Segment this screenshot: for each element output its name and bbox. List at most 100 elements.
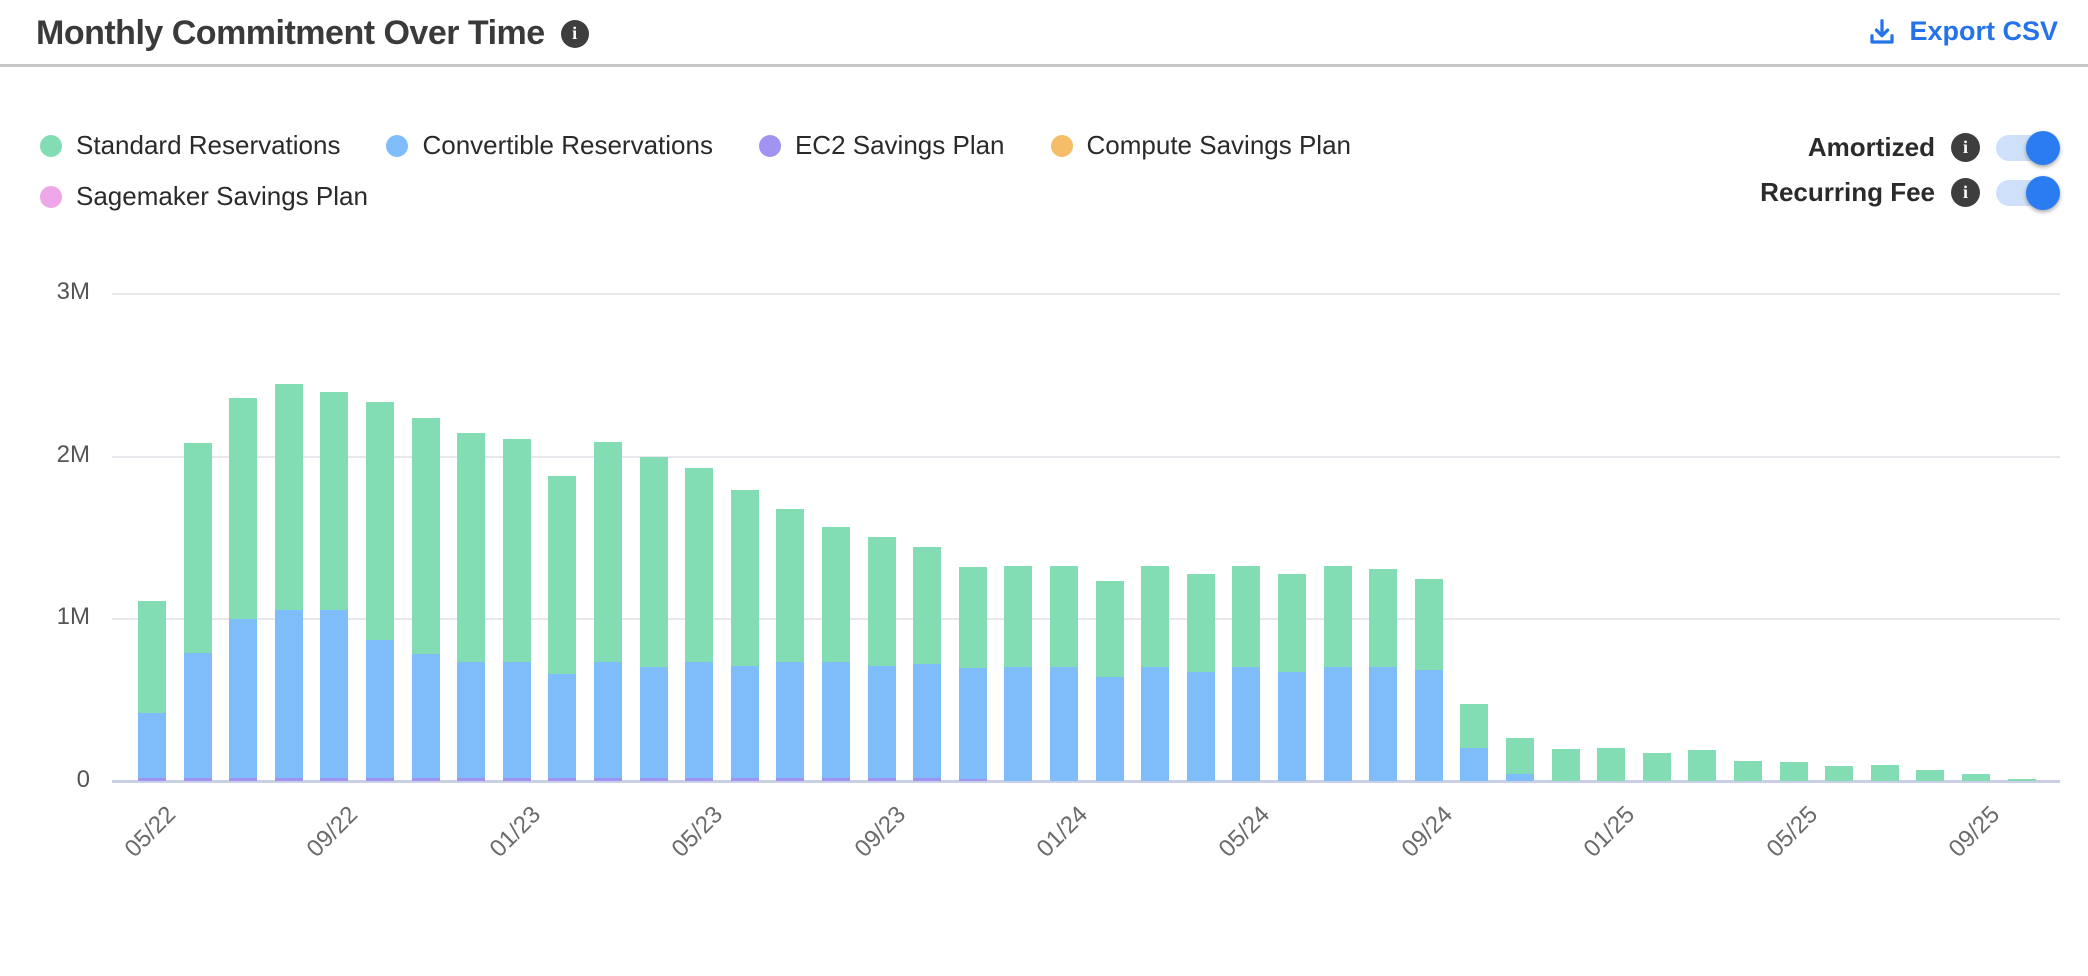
bar-segment-ec2-savings-plan <box>685 778 713 781</box>
bar-segment-standard-reservations <box>959 567 987 668</box>
x-axis-tick-label: 09/23 <box>849 801 912 863</box>
chart-bar-10-24[interactable] <box>1460 0 1488 781</box>
bar-segment-ec2-savings-plan <box>138 778 166 781</box>
legend-label: Compute Savings Plan <box>1086 130 1351 160</box>
x-axis-tick-label: 01/24 <box>1031 801 1094 863</box>
chart-bar-07-23[interactable] <box>776 0 804 781</box>
amortized-label: Amortized <box>1807 132 1935 162</box>
chart-bar-05-24[interactable] <box>1232 0 1260 781</box>
legend-label: Standard Reservations <box>76 130 341 160</box>
chart-bar-07-25[interactable] <box>1871 0 1899 781</box>
toggle-knob <box>2026 130 2060 165</box>
gridline <box>112 456 2060 458</box>
bar-segment-standard-reservations <box>1232 566 1260 667</box>
chart-bar-05-22[interactable] <box>138 0 166 781</box>
legend-label: Sagemaker Savings Plan <box>76 181 368 211</box>
chart-bar-11-24[interactable] <box>1506 0 1534 781</box>
legend-item-standard-reservations[interactable]: Standard Reservations <box>40 130 340 161</box>
chart-bar-02-25[interactable] <box>1643 0 1671 781</box>
toggle-panel: Amortized i Recurring Fee i <box>1760 130 2060 210</box>
bar-segment-ec2-savings-plan <box>229 778 257 781</box>
bar-segment-convertible-reservations <box>731 666 759 778</box>
bar-segment-convertible-reservations <box>1232 667 1260 781</box>
legend-item-compute-savings-plan[interactable]: Compute Savings Plan <box>1050 130 1351 161</box>
chart-bar-11-23[interactable] <box>959 0 987 781</box>
bar-segment-ec2-savings-plan <box>320 778 348 781</box>
chart-bar-06-23[interactable] <box>731 0 759 781</box>
bar-segment-standard-reservations <box>1780 762 1808 781</box>
chart-bar-06-24[interactable] <box>1278 0 1306 781</box>
bar-segment-ec2-savings-plan <box>731 778 759 781</box>
chart-bar-04-23[interactable] <box>640 0 668 781</box>
chart-bar-05-23[interactable] <box>685 0 713 781</box>
chart-bar-03-23[interactable] <box>594 0 622 781</box>
legend-item-ec2-savings-plan[interactable]: EC2 Savings Plan <box>758 130 1005 161</box>
chart-bar-04-25[interactable] <box>1734 0 1762 781</box>
chart-bar-06-25[interactable] <box>1825 0 1853 781</box>
bar-segment-standard-reservations <box>412 418 440 654</box>
gridline <box>112 293 2060 295</box>
info-icon[interactable]: i <box>1951 133 1980 162</box>
bar-segment-standard-reservations <box>776 509 804 662</box>
bar-segment-standard-reservations <box>366 402 394 640</box>
chart-bar-12-24[interactable] <box>1552 0 1580 781</box>
bar-segment-standard-reservations <box>594 442 622 662</box>
bar-segment-ec2-savings-plan <box>503 778 531 781</box>
bar-segment-standard-reservations <box>1871 765 1899 781</box>
chart-bar-08-23[interactable] <box>822 0 850 781</box>
chart-bar-09-25[interactable] <box>1962 0 1990 781</box>
legend-item-sagemaker-savings-plan[interactable]: Sagemaker Savings Plan <box>40 181 368 212</box>
bar-segment-standard-reservations <box>1187 574 1215 672</box>
bar-segment-convertible-reservations <box>822 662 850 778</box>
chart-bar-07-22[interactable] <box>229 0 257 781</box>
chart-bar-10-22[interactable] <box>366 0 394 781</box>
recurring-fee-toggle[interactable] <box>1996 175 2060 210</box>
chart-bar-01-24[interactable] <box>1050 0 1078 781</box>
export-csv-button[interactable]: Export CSV <box>1867 16 2058 47</box>
chart-bar-08-22[interactable] <box>275 0 303 781</box>
chart-bar-08-25[interactable] <box>1916 0 1944 781</box>
bar-segment-convertible-reservations <box>275 610 303 778</box>
bar-segment-standard-reservations <box>1916 770 1944 781</box>
x-axis-tick-label: 09/22 <box>301 801 364 863</box>
chart-bar-07-24[interactable] <box>1324 0 1352 781</box>
bar-segment-convertible-reservations <box>1324 667 1352 781</box>
bar-segment-standard-reservations <box>1688 750 1716 781</box>
chart-bar-04-24[interactable] <box>1187 0 1215 781</box>
chart-bar-09-24[interactable] <box>1415 0 1443 781</box>
chart-bar-12-22[interactable] <box>457 0 485 781</box>
bar-segment-ec2-savings-plan <box>275 778 303 781</box>
chart-bar-09-23[interactable] <box>868 0 896 781</box>
chart-bar-03-24[interactable] <box>1141 0 1169 781</box>
x-axis-tick-label: 01/25 <box>1578 801 1641 863</box>
amortized-toggle[interactable] <box>1996 130 2060 165</box>
chart-bar-11-22[interactable] <box>412 0 440 781</box>
legend-dot-icon <box>386 134 409 157</box>
chart-bar-06-22[interactable] <box>184 0 212 781</box>
legend-item-convertible-reservations[interactable]: Convertible Reservations <box>386 130 713 161</box>
bar-segment-ec2-savings-plan <box>776 778 804 781</box>
legend-dot-icon <box>40 134 62 157</box>
bar-segment-convertible-reservations <box>366 640 394 778</box>
y-axis-tick-label: 3M <box>56 278 90 305</box>
chart-bar-02-24[interactable] <box>1096 0 1124 781</box>
chart-bar-01-23[interactable] <box>503 0 531 781</box>
chart-bar-10-23[interactable] <box>913 0 941 781</box>
chart-bar-01-25[interactable] <box>1597 0 1625 781</box>
info-icon[interactable]: i <box>560 19 589 48</box>
bar-segment-standard-reservations <box>1369 569 1397 667</box>
chart-bar-03-25[interactable] <box>1688 0 1716 781</box>
chart-bar-05-25[interactable] <box>1780 0 1808 781</box>
bar-segment-convertible-reservations <box>1460 748 1488 781</box>
info-icon[interactable]: i <box>1951 178 1980 207</box>
chart-bar-10-25[interactable] <box>2008 0 2036 781</box>
chart-bar-08-24[interactable] <box>1369 0 1397 781</box>
chart-bar-02-23[interactable] <box>548 0 576 781</box>
bar-segment-convertible-reservations <box>1050 667 1078 781</box>
legend-dot-icon <box>1050 134 1073 157</box>
bar-segment-convertible-reservations <box>457 662 485 778</box>
x-axis-line <box>112 780 2060 783</box>
chart-bar-12-23[interactable] <box>1004 0 1032 781</box>
download-icon <box>1867 17 1897 47</box>
chart-bar-09-22[interactable] <box>320 0 348 781</box>
